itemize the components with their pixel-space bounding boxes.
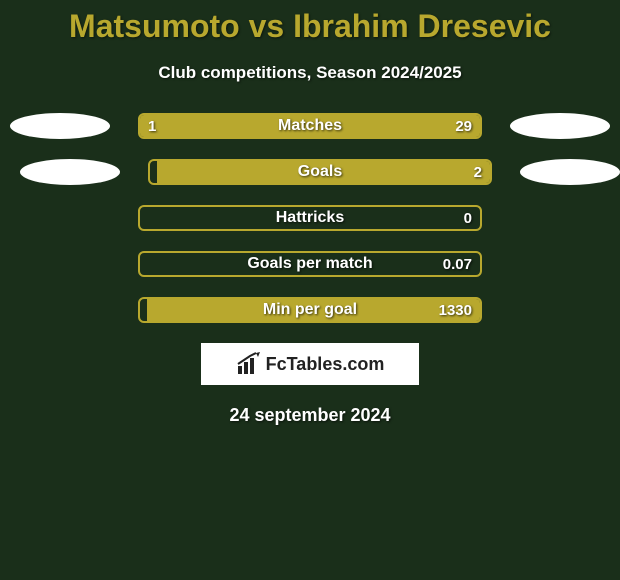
- player-left-ellipse: [10, 113, 110, 139]
- stat-value-right: 1330: [439, 299, 472, 321]
- stat-value-right: 29: [455, 115, 472, 137]
- stat-label: Hattricks: [140, 207, 480, 229]
- stat-row: 129Matches: [0, 113, 620, 139]
- stat-bar: 0.07Goals per match: [138, 251, 482, 277]
- stat-row: 2Goals: [0, 159, 620, 185]
- ellipse-spacer: [510, 205, 610, 231]
- bar-fill-right: [160, 115, 480, 137]
- logo-text: FcTables.com: [266, 354, 385, 375]
- player-left-ellipse: [20, 159, 120, 185]
- bar-fill-right: [157, 161, 490, 183]
- chart-icon: [236, 352, 262, 376]
- stat-bar: 2Goals: [148, 159, 492, 185]
- stat-rows: 129Matches2Goals0Hattricks0.07Goals per …: [0, 113, 620, 323]
- ellipse-spacer: [510, 251, 610, 277]
- logo-inner: FcTables.com: [236, 352, 385, 376]
- stat-row: 0.07Goals per match: [0, 251, 620, 277]
- ellipse-spacer: [10, 297, 110, 323]
- stat-value-right: 2: [474, 161, 482, 183]
- date-line: 24 september 2024: [0, 405, 620, 426]
- page-title: Matsumoto vs Ibrahim Dresevic: [0, 8, 620, 45]
- subtitle: Club competitions, Season 2024/2025: [0, 63, 620, 83]
- bar-fill-right: [147, 299, 480, 321]
- stat-value-left: 1: [148, 115, 156, 137]
- stat-bar: 129Matches: [138, 113, 482, 139]
- stat-row: 1330Min per goal: [0, 297, 620, 323]
- stat-label: Goals per match: [140, 253, 480, 275]
- stat-value-right: 0.07: [443, 253, 472, 275]
- logo-box[interactable]: FcTables.com: [201, 343, 419, 385]
- ellipse-spacer: [10, 251, 110, 277]
- stat-row: 0Hattricks: [0, 205, 620, 231]
- comparison-widget: Matsumoto vs Ibrahim Dresevic Club compe…: [0, 0, 620, 426]
- stat-bar: 1330Min per goal: [138, 297, 482, 323]
- player-right-ellipse: [520, 159, 620, 185]
- stat-value-right: 0: [464, 207, 472, 229]
- player-right-ellipse: [510, 113, 610, 139]
- stat-bar: 0Hattricks: [138, 205, 482, 231]
- ellipse-spacer: [10, 205, 110, 231]
- ellipse-spacer: [510, 297, 610, 323]
